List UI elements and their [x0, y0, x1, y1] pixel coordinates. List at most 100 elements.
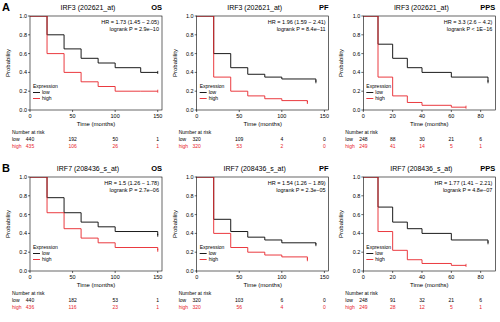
risk-value: 53 [236, 143, 242, 149]
x-tick [281, 110, 282, 112]
y-tick-label: 0.6 [19, 212, 27, 218]
km-step [115, 247, 158, 248]
km-step [214, 53, 231, 54]
risk-value: 21 [449, 136, 455, 142]
risk-value: 1 [479, 143, 482, 149]
risk-value: 249 [359, 304, 368, 310]
risk-value: 4 [280, 136, 283, 142]
step-riser [81, 49, 82, 58]
legend-label: high [42, 95, 52, 101]
legend-swatch [366, 92, 373, 93]
y-tick-label: 0.0 [186, 107, 194, 113]
risk-value: 192 [68, 136, 77, 142]
risk-row-name: low [179, 136, 187, 142]
risk-value: 320 [192, 136, 201, 142]
risk-row-name: low [12, 297, 20, 303]
y-tick-label: 0.4 [19, 69, 27, 75]
km-step [197, 16, 214, 17]
x-tick-label: 0 [195, 274, 198, 280]
x-tick-label: 40 [419, 113, 425, 119]
plot-frame [363, 16, 495, 110]
risk-value: 88 [390, 136, 396, 142]
km-step [64, 72, 81, 73]
legend-swatch [366, 98, 373, 99]
x-tick [157, 110, 158, 112]
km-step [422, 233, 451, 234]
y-axis-label: Probability [172, 49, 178, 77]
risk-row-name: low [12, 136, 20, 142]
x-tick [30, 110, 31, 112]
risk-value: 1 [479, 304, 482, 310]
annotation: HR = 1.73 (1.45 − 2.05) [101, 19, 159, 25]
km-end [315, 80, 316, 83]
risk-value: 41 [390, 143, 396, 149]
subtitle: PF [319, 164, 329, 173]
x-tick-label: 150 [153, 113, 162, 119]
annotation: HR = 3.3 (2.6 − 4.2) [444, 19, 493, 25]
annotation: logrank P = 2.3e−05 [276, 187, 325, 193]
risk-value: 320 [192, 143, 201, 149]
risk-value: 106 [68, 143, 77, 149]
risk-value: 26 [112, 143, 118, 149]
y-tick-label: 0.2 [353, 88, 361, 94]
y-tick-label: 1.0 [19, 174, 27, 180]
km-step [30, 16, 47, 17]
x-tick [392, 271, 393, 273]
step-riser [230, 54, 231, 68]
x-tick [451, 271, 452, 273]
km-step [363, 16, 378, 17]
x-axis-label: Time (months) [410, 282, 448, 288]
km-step [81, 81, 98, 82]
annotation: HR = 1.77 (1.41 − 2.21) [435, 180, 493, 186]
km-step [363, 177, 378, 178]
step-riser [451, 72, 452, 77]
km-step [248, 74, 265, 75]
km-step [407, 102, 422, 103]
step-riser [115, 87, 116, 92]
step-riser [47, 16, 48, 54]
step-riser [64, 54, 65, 73]
panel-label: A [2, 1, 10, 13]
km-step [282, 100, 308, 101]
y-tick-label: 0.2 [19, 88, 27, 94]
km-end [466, 264, 467, 267]
x-tick-label: 80 [478, 113, 484, 119]
step-riser [81, 72, 82, 81]
step-riser [407, 96, 408, 103]
step-riser [407, 250, 408, 259]
step-riser [64, 198, 65, 213]
risk-value: 182 [68, 297, 77, 303]
risk-value: 1 [156, 297, 159, 303]
km-step [47, 197, 64, 198]
risk-value: 320 [192, 304, 201, 310]
km-step [393, 95, 408, 96]
step-riser [422, 68, 423, 73]
km-step [265, 77, 282, 78]
legend-swatch [33, 253, 40, 254]
risk-title: Number at risk [12, 290, 45, 296]
risk-value: 21 [449, 297, 455, 303]
x-tick-label: 50 [236, 274, 242, 280]
y-tick [195, 195, 197, 196]
y-tick-label: 1.0 [353, 174, 361, 180]
y-tick-label: 0.4 [186, 230, 194, 236]
y-tick-label: 0.4 [353, 230, 361, 236]
km-step [81, 222, 98, 223]
km-step [378, 207, 393, 208]
risk-value: 28 [390, 304, 396, 310]
y-tick [361, 233, 363, 234]
step-riser [140, 68, 141, 73]
risk-value: 116 [69, 304, 77, 310]
risk-value: 53 [112, 297, 118, 303]
plot-frame [197, 16, 329, 110]
km-step [197, 16, 214, 17]
km-step [393, 58, 408, 59]
y-tick [28, 72, 30, 73]
km-end [157, 234, 158, 237]
y-tick [361, 195, 363, 196]
km-step [407, 67, 422, 68]
risk-value: 440 [26, 136, 35, 142]
y-tick-label: 0.2 [186, 88, 194, 94]
risk-title: Number at risk [12, 129, 45, 135]
risk-value: 4 [280, 304, 283, 310]
